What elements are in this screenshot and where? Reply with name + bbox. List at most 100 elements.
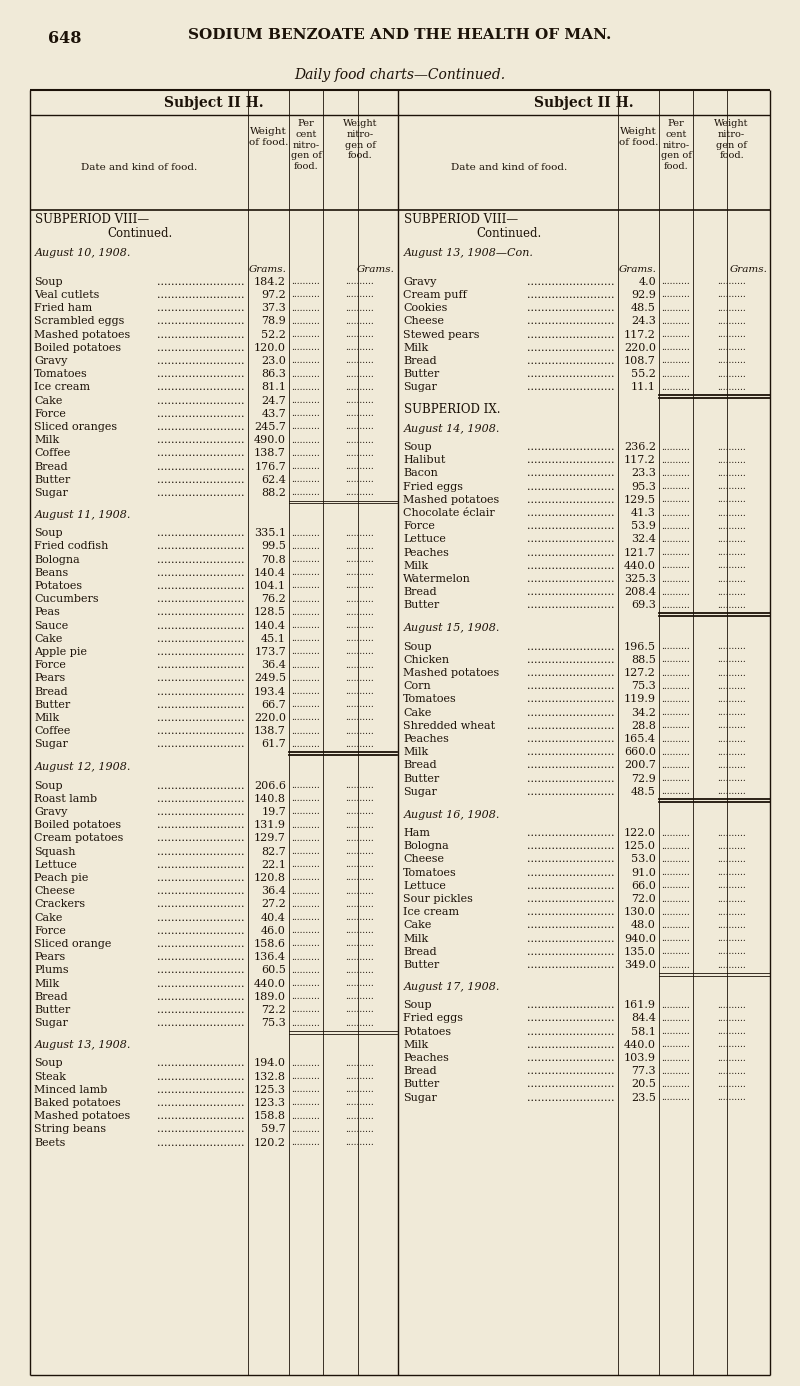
Text: .........................: ......................... bbox=[158, 462, 245, 471]
Text: Potatoes: Potatoes bbox=[403, 1027, 451, 1037]
Text: ..........: .......... bbox=[292, 647, 320, 657]
Text: 46.0: 46.0 bbox=[261, 926, 286, 936]
Text: .........................: ......................... bbox=[158, 409, 245, 419]
Text: 36.4: 36.4 bbox=[261, 886, 286, 897]
Text: ..........: .......... bbox=[292, 834, 320, 843]
Text: Milk: Milk bbox=[403, 747, 428, 757]
Text: ..........: .......... bbox=[292, 383, 320, 392]
Text: 88.2: 88.2 bbox=[261, 488, 286, 498]
Text: ..........: .......... bbox=[662, 841, 690, 851]
Text: Per
cent
nitro-
gen of
food.: Per cent nitro- gen of food. bbox=[290, 119, 322, 170]
Text: 55.2: 55.2 bbox=[631, 369, 656, 380]
Text: ..........: .......... bbox=[292, 714, 320, 722]
Text: .........................: ......................... bbox=[158, 542, 245, 552]
Text: Steak: Steak bbox=[34, 1071, 66, 1081]
Text: ..........: .......... bbox=[346, 621, 374, 631]
Text: Soup: Soup bbox=[403, 1001, 432, 1010]
Text: .........................: ......................... bbox=[527, 747, 615, 757]
Text: .........................: ......................... bbox=[158, 568, 245, 578]
Text: ..........: .......... bbox=[292, 317, 320, 326]
Text: 440.0: 440.0 bbox=[254, 979, 286, 988]
Text: 36.4: 36.4 bbox=[261, 660, 286, 671]
Text: ..........: .......... bbox=[346, 542, 374, 550]
Text: Grams.: Grams. bbox=[249, 265, 287, 273]
Text: 72.0: 72.0 bbox=[631, 894, 656, 904]
Text: 440.0: 440.0 bbox=[624, 561, 656, 571]
Text: ..........: .......... bbox=[292, 966, 320, 974]
Text: 59.7: 59.7 bbox=[262, 1124, 286, 1134]
Text: .........................: ......................... bbox=[527, 947, 615, 956]
Text: Butter: Butter bbox=[403, 1080, 439, 1089]
Text: .........................: ......................... bbox=[527, 600, 615, 610]
Text: Baked potatoes: Baked potatoes bbox=[34, 1098, 121, 1107]
Text: 206.6: 206.6 bbox=[254, 780, 286, 790]
Text: Pears: Pears bbox=[34, 952, 66, 962]
Text: .........................: ......................... bbox=[158, 581, 245, 590]
Text: Sliced oranges: Sliced oranges bbox=[34, 421, 117, 432]
Text: .........................: ......................... bbox=[527, 509, 615, 518]
Text: Bread: Bread bbox=[403, 761, 437, 771]
Text: 99.5: 99.5 bbox=[261, 542, 286, 552]
Text: ..........: .......... bbox=[662, 1080, 690, 1089]
Text: .........................: ......................... bbox=[158, 952, 245, 962]
Text: ..........: .......... bbox=[717, 721, 746, 730]
Text: Shredded wheat: Shredded wheat bbox=[403, 721, 495, 730]
Text: ..........: .......... bbox=[346, 582, 374, 590]
Text: .........................: ......................... bbox=[527, 304, 615, 313]
Text: ..........: .......... bbox=[662, 735, 690, 743]
Text: ..........: .......... bbox=[662, 694, 690, 704]
Text: ..........: .......... bbox=[717, 456, 746, 464]
Text: Per
cent
nitro-
gen of
food.: Per cent nitro- gen of food. bbox=[661, 119, 691, 170]
Text: ..........: .......... bbox=[292, 608, 320, 617]
Text: Cake: Cake bbox=[403, 920, 431, 930]
Text: ..........: .......... bbox=[717, 855, 746, 863]
Text: ..........: .......... bbox=[292, 1019, 320, 1027]
Text: Butter: Butter bbox=[403, 600, 439, 610]
Text: ..........: .......... bbox=[717, 761, 746, 771]
Text: ..........: .......... bbox=[717, 588, 746, 597]
Text: Milk: Milk bbox=[34, 435, 59, 445]
Text: 48.5: 48.5 bbox=[631, 787, 656, 797]
Text: .........................: ......................... bbox=[527, 761, 615, 771]
Text: Cream potatoes: Cream potatoes bbox=[34, 833, 123, 843]
Text: .........................: ......................... bbox=[527, 894, 615, 904]
Text: Peas: Peas bbox=[34, 607, 60, 617]
Text: Peach pie: Peach pie bbox=[34, 873, 88, 883]
Text: ..........: .......... bbox=[292, 873, 320, 883]
Text: ..........: .......... bbox=[346, 913, 374, 922]
Text: Soup: Soup bbox=[403, 642, 432, 651]
Text: 48.0: 48.0 bbox=[631, 920, 656, 930]
Text: ..........: .......... bbox=[717, 495, 746, 505]
Text: 129.7: 129.7 bbox=[254, 833, 286, 843]
Text: ..........: .......... bbox=[717, 908, 746, 916]
Text: ..........: .......... bbox=[717, 708, 746, 717]
Text: ..........: .......... bbox=[662, 868, 690, 877]
Text: ..........: .......... bbox=[346, 1099, 374, 1107]
Text: 66.7: 66.7 bbox=[262, 700, 286, 710]
Text: 72.9: 72.9 bbox=[631, 773, 656, 783]
Text: 648: 648 bbox=[48, 30, 82, 47]
Text: Lettuce: Lettuce bbox=[403, 535, 446, 545]
Text: ..........: .......... bbox=[717, 656, 746, 664]
Text: ..........: .......... bbox=[346, 423, 374, 431]
Text: .........................: ......................... bbox=[527, 682, 615, 692]
Text: .........................: ......................... bbox=[158, 847, 245, 857]
Text: Milk: Milk bbox=[403, 342, 428, 353]
Text: 76.2: 76.2 bbox=[262, 595, 286, 604]
Text: August 13, 1908—Con.: August 13, 1908—Con. bbox=[404, 248, 534, 258]
Text: .........................: ......................... bbox=[158, 277, 245, 287]
Text: 23.3: 23.3 bbox=[631, 468, 656, 478]
Text: 41.3: 41.3 bbox=[631, 509, 656, 518]
Text: Coffee: Coffee bbox=[34, 726, 70, 736]
Text: ..........: .......... bbox=[717, 960, 746, 970]
Text: ..........: .......... bbox=[662, 602, 690, 610]
Text: ..........: .......... bbox=[662, 509, 690, 517]
Text: 70.8: 70.8 bbox=[262, 554, 286, 564]
Text: ..........: .......... bbox=[662, 960, 690, 970]
Text: .........................: ......................... bbox=[158, 1138, 245, 1148]
Text: 58.1: 58.1 bbox=[631, 1027, 656, 1037]
Text: ..........: .......... bbox=[292, 462, 320, 471]
Text: .........................: ......................... bbox=[527, 881, 615, 891]
Text: .........................: ......................... bbox=[158, 1019, 245, 1028]
Text: 140.4: 140.4 bbox=[254, 568, 286, 578]
